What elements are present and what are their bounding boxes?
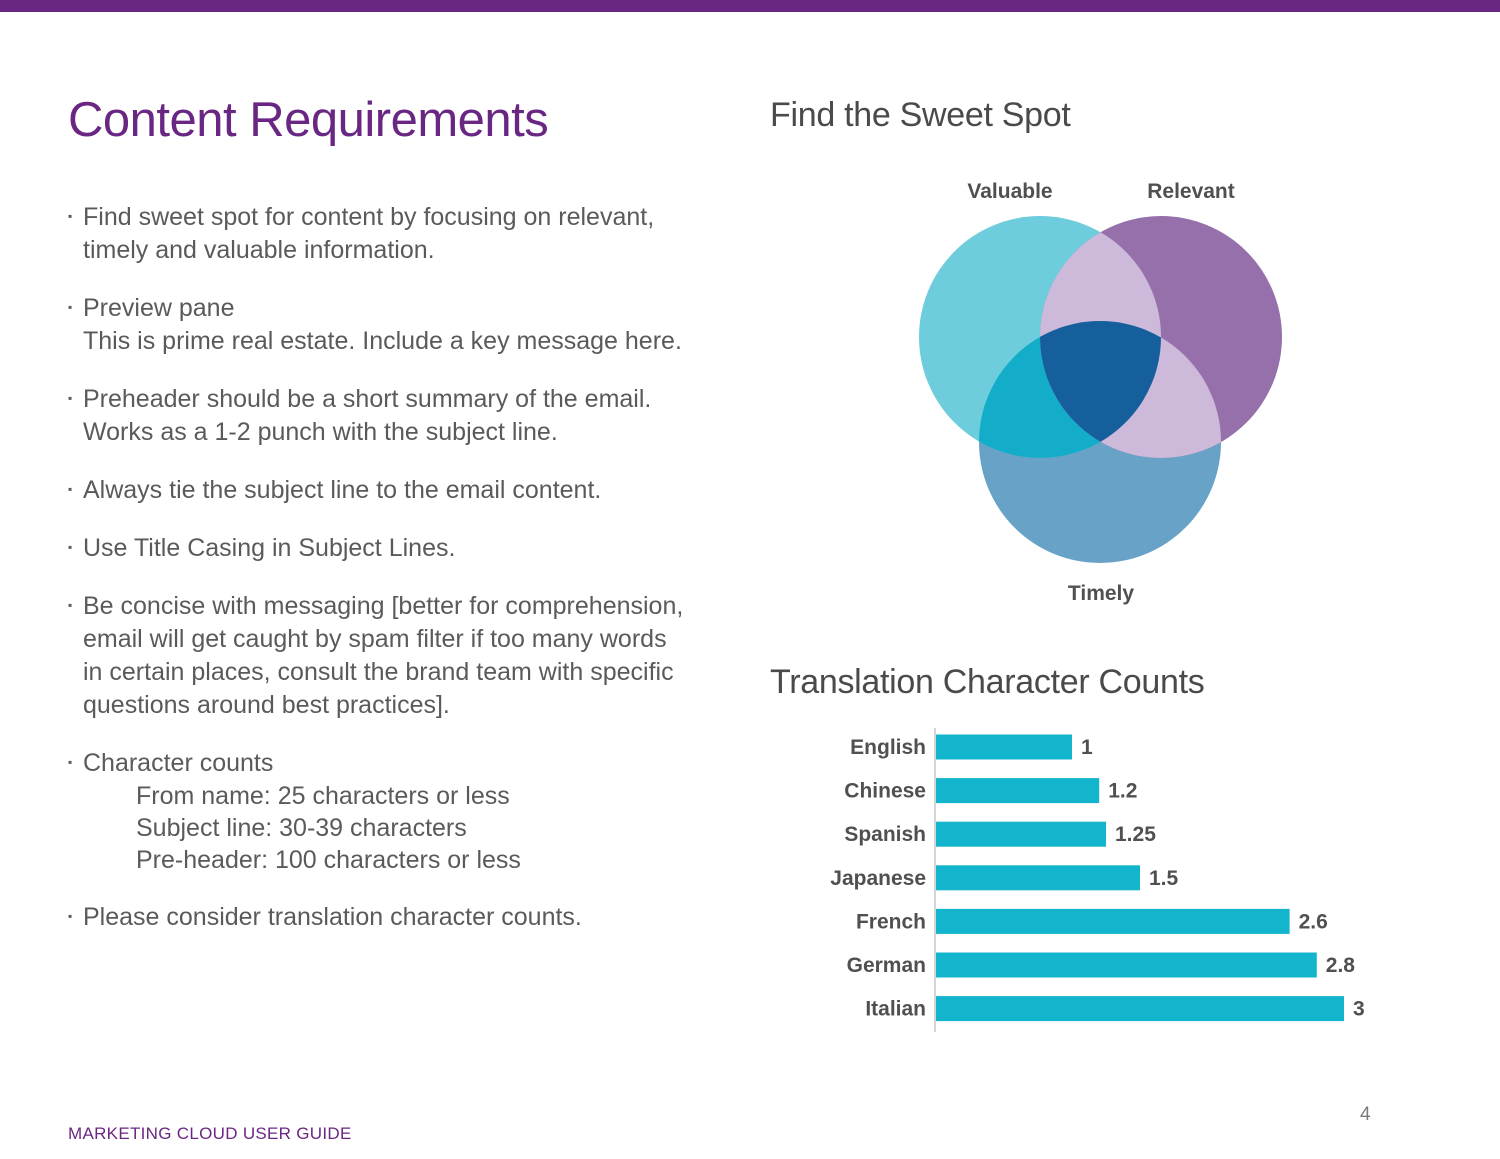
top-accent-bar [0,0,1500,12]
bullet-sub-line: Subject line: 30-39 characters [136,814,467,842]
bullet-sub-line: Pre-header: 100 characters or less [136,846,521,874]
requirement-bullet: Find sweet spot for content by focusing … [68,200,728,267]
requirement-bullet: Please consider translation character co… [68,900,728,934]
bullet-text-line: Preview pane [83,294,235,322]
requirement-bullet: Preheader should be a short summary of t… [68,382,728,449]
bar-french [936,908,1290,934]
bar-japanese [936,865,1140,891]
bar-value-label: 3 [1353,998,1365,1021]
bar-german [936,952,1317,978]
bullet-text-line: Works as a 1-2 punch with the subject li… [83,418,558,446]
requirement-bullet: Character counts From name: 25 characters… [68,746,728,876]
bullet-text-line: Character counts [83,749,274,777]
sweet-spot-venn-diagram: Valuable Relevant Timely [919,180,1282,605]
bullet-text-line: Preheader should be a short summary of t… [83,385,652,413]
bar-category-label: German [847,954,926,977]
bar-category-label: Spanish [844,823,926,846]
bar-english [936,734,1072,760]
requirements-list: Find sweet spot for content by focusing … [68,200,728,959]
venn-label-timely: Timely [1068,582,1134,605]
bullet-sub-line: From name: 25 characters or less [136,782,510,810]
venn-label-relevant: Relevant [1147,180,1235,203]
bullet-text-line: timely and valuable information. [83,236,435,264]
bar-category-label: French [856,910,926,933]
requirement-bullet: Use Title Casing in Subject Lines. [68,531,728,565]
bullet-text-line: email will get caught by spam filter if … [83,625,667,653]
requirement-bullet: Be concise with messaging [better for co… [68,589,728,722]
bar-chinese [936,778,1100,804]
bullet-text-line: questions around best practices]. [83,691,450,719]
bullet-text-line: This is prime real estate. Include a key… [83,327,682,355]
bar-value-label: 1.2 [1108,780,1137,803]
bar-value-label: 1.5 [1149,867,1179,890]
bullet-text-line: Please consider translation character co… [83,903,582,931]
venn-heading: Find the Sweet Spot [770,96,1071,134]
footer-guide-title: MARKETING CLOUD USER GUIDE [68,1124,352,1143]
bar-category-label: Italian [865,998,926,1021]
requirement-bullet: Always tie the subject line to the email… [68,473,728,507]
bar-value-label: 1.25 [1115,823,1156,846]
bar-category-label: Japanese [830,867,926,890]
page-number: 4 [1360,1104,1371,1125]
bullet-text-line: in certain places, consult the brand tea… [83,658,674,686]
bullet-text-line: Use Title Casing in Subject Lines. [83,534,456,562]
bar-value-label: 2.8 [1326,954,1356,977]
bullet-text-line: Find sweet spot for content by focusing … [83,203,655,231]
bullet-text-line: Always tie the subject line to the email… [83,476,602,504]
bar-value-label: 1 [1081,736,1093,759]
bullet-text-line: Be concise with messaging [better for co… [83,592,684,620]
page-title: Content Requirements [68,93,549,147]
bar-category-label: Chinese [844,780,926,803]
bar-category-label: English [850,736,926,759]
bar-value-label: 2.6 [1299,910,1328,933]
translation-character-counts-chart: English 1 Chinese 1.2 Spanish 1.25 Japanese 1.5… [830,728,1365,1032]
bar-spanish [936,821,1106,847]
requirement-bullet: Preview pane This is prime real estate. I… [68,291,728,358]
venn-label-valuable: Valuable [967,180,1052,203]
chart-title: Translation Character Counts [770,663,1205,701]
bar-italian [936,996,1344,1022]
